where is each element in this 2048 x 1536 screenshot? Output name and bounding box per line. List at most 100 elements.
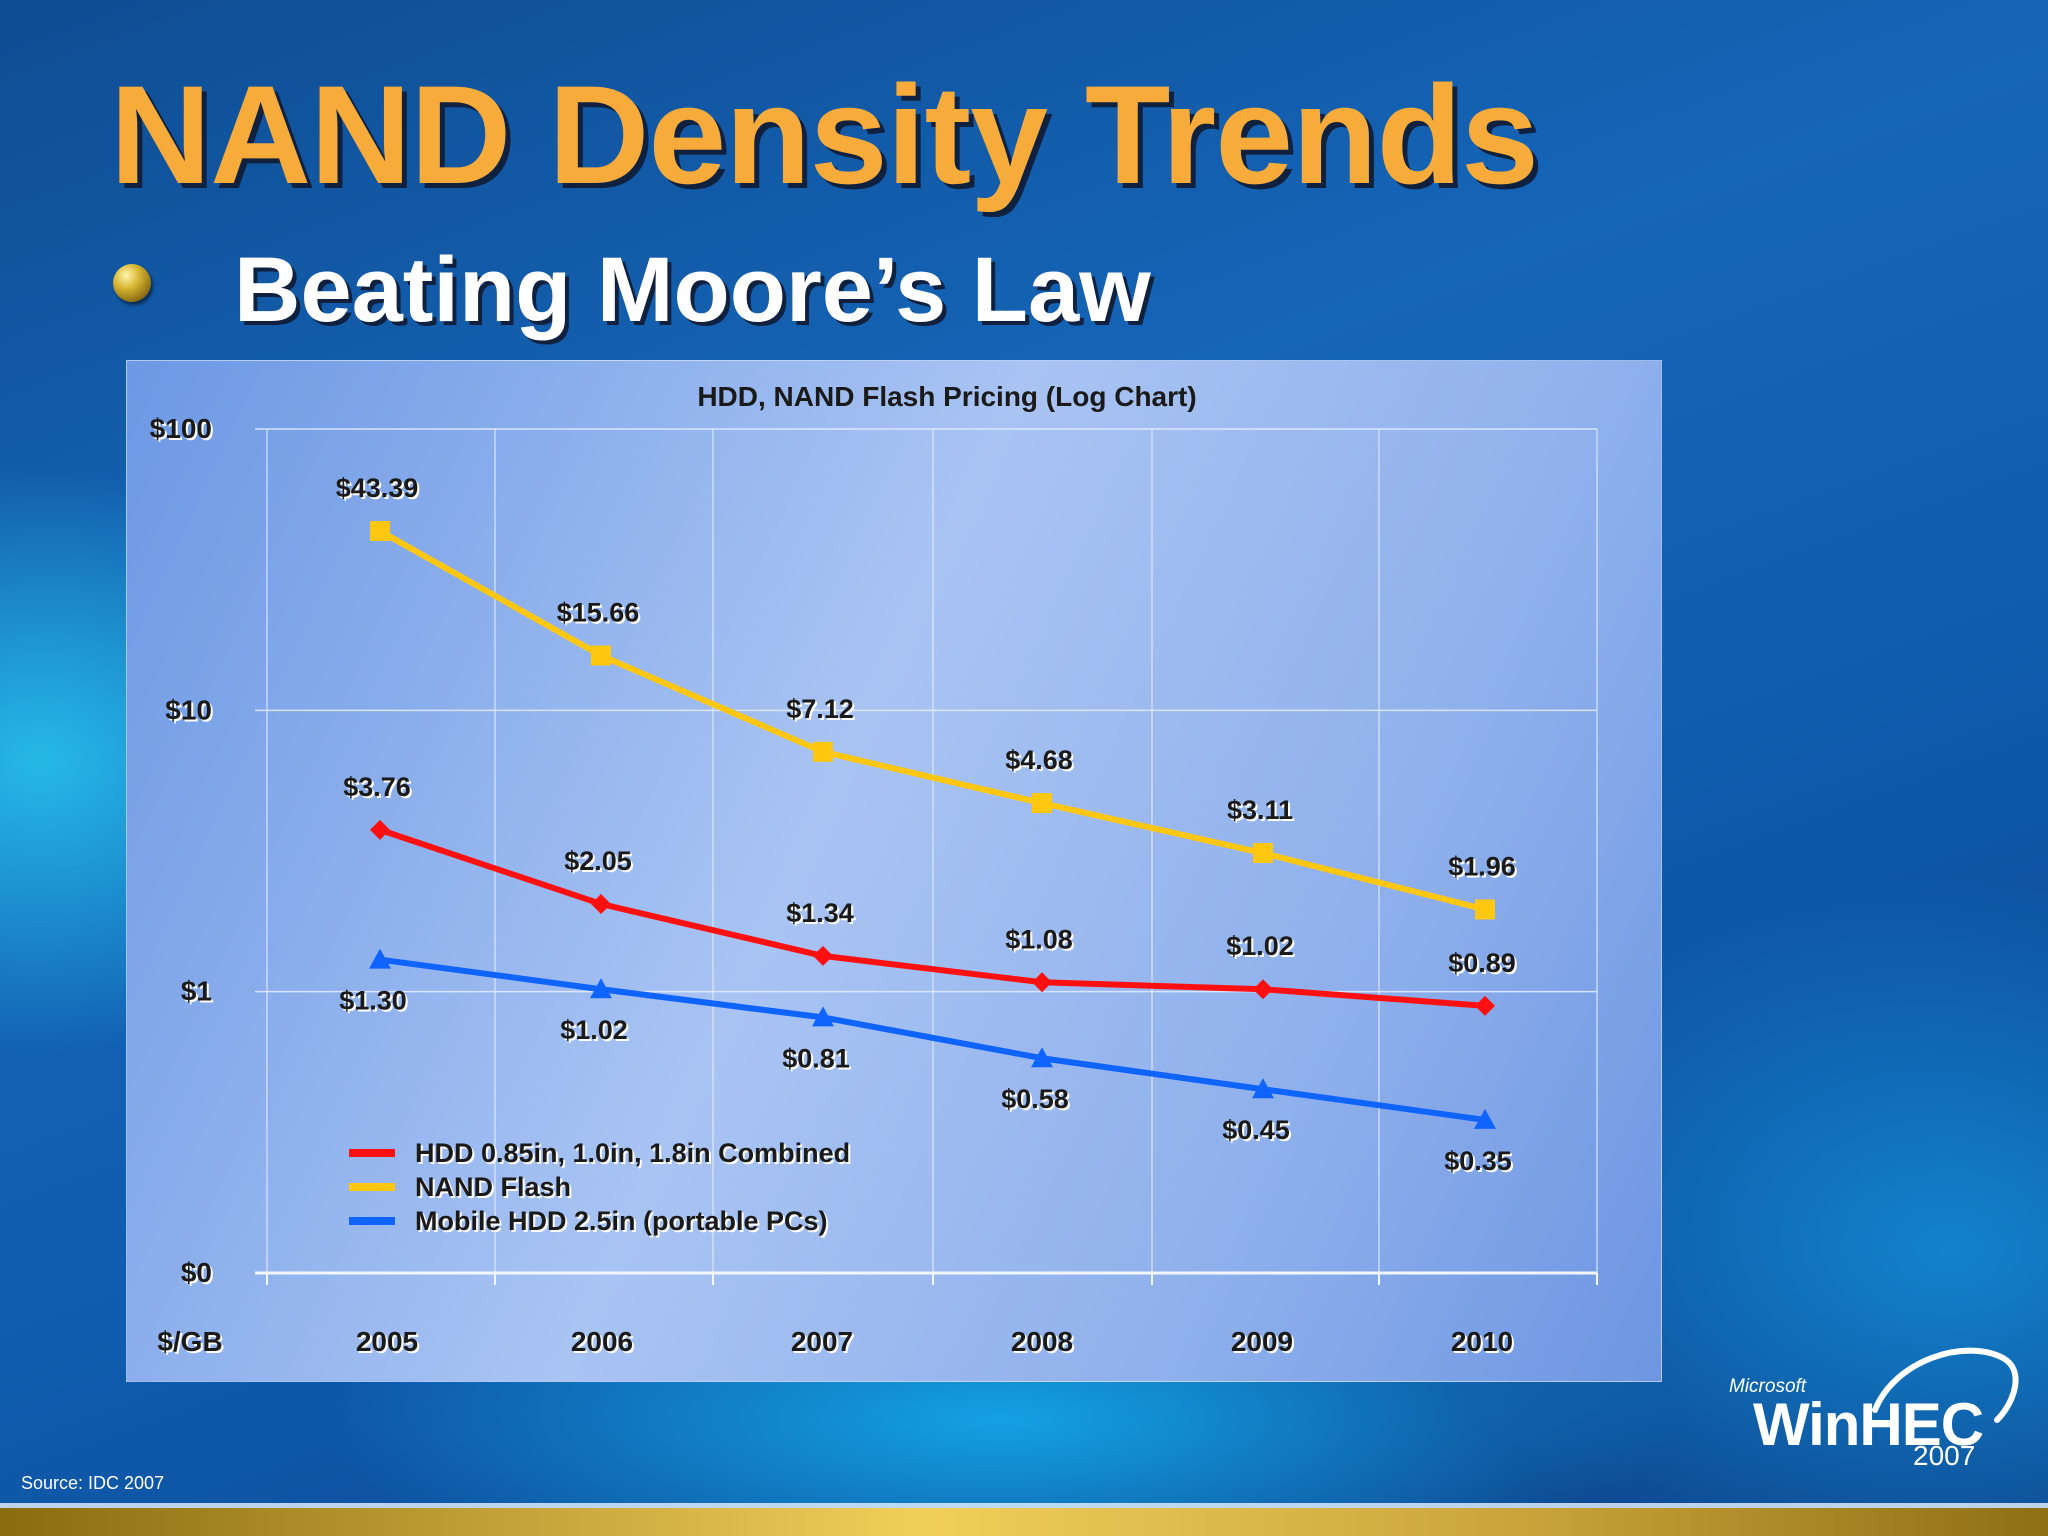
data-label-1-1-shadow: $15.66 (559, 600, 642, 630)
data-label-1-0-shadow: $43.39 (338, 475, 421, 505)
x-tick-label-2008-text: 2008 (1011, 1326, 1073, 1357)
data-label-0-3-text: $1.08 (1005, 924, 1073, 954)
x-tick-label-2006-shadow: 2006 (573, 1328, 635, 1359)
series-line-0 (379, 827, 1486, 1009)
point-triangle-2-4 (1252, 1078, 1274, 1099)
data-label-0-5-text: $0.89 (1448, 948, 1516, 978)
logo-swoosh-icon (1872, 1347, 2019, 1423)
data-label-0-2-text: $1.34 (786, 898, 854, 928)
data-label-0-0-shadow: $3.76 (345, 774, 413, 804)
data-label-1-3-shadow: $4.68 (1007, 747, 1075, 777)
logo-company: Microsoft (1729, 1376, 1807, 1397)
x-tick-label-2009-text: 2009 (1231, 1326, 1293, 1357)
logo-year: 2007 (1913, 1440, 1976, 1471)
x-tick-label-2005-shadow: 2005 (358, 1328, 420, 1359)
y-tick-label-2: $1$1 (181, 976, 214, 1009)
data-label-0-1-text: $2.05 (564, 846, 632, 876)
data-label-0-2: $1.34$1.34 (786, 898, 856, 930)
data-label-2-4-shadow: $0.45 (1224, 1117, 1292, 1147)
point-diamond-0-2 (813, 945, 833, 966)
chart-title: HDD, NAND Flash Pricing (Log Chart) (697, 381, 1196, 412)
slide-bullet-text: Beating Moore’s Law (234, 239, 1151, 341)
bullet-icon (113, 264, 151, 302)
y-tick-label-1: $10$10 (165, 694, 214, 727)
x-tick-label-2010-shadow: 2010 (1453, 1328, 1515, 1359)
point-diamond-0-1 (591, 893, 611, 914)
data-label-1-4-shadow: $3.11 (1229, 797, 1295, 827)
data-label-0-5-shadow: $0.89 (1450, 950, 1518, 980)
y-axis-label-text: $/GB (157, 1326, 222, 1357)
data-label-0-0-text: $3.76 (343, 772, 411, 802)
data-label-2-3-text: $0.58 (1001, 1084, 1069, 1114)
y-tick-label-0-text: $100 (150, 413, 212, 444)
source-note: Source: IDC 2007 (21, 1473, 165, 1493)
point-square-1-0 (370, 521, 390, 542)
series-2: $1.30$1.30 $1.02$1.02 $0.81$0.81 $0.58$0.58… (339, 948, 1514, 1178)
series-line-2 (379, 956, 1486, 1123)
data-label-2-5-text: $0.35 (1444, 1146, 1512, 1176)
chart-panel: HDD, NAND Flash Pricing (Log Chart) $43.… (126, 360, 1662, 1382)
data-label-2-3-shadow: $0.58 (1003, 1086, 1071, 1116)
x-tick-label-2009-shadow: 2009 (1233, 1328, 1295, 1359)
y-tick-label-3: $0$0 (181, 1257, 214, 1290)
data-label-1-1-text: $15.66 (557, 598, 640, 628)
data-label-1-2-text: $7.12 (786, 694, 854, 724)
data-label-2-5-shadow: $0.35 (1446, 1148, 1514, 1178)
series-1: $43.39$43.39$15.66$15.66$7.12$7.12$4.68$… (336, 473, 1518, 920)
y-tick-label-2-shadow: $1 (183, 978, 214, 1009)
x-tick-label-2007-shadow: 2007 (793, 1328, 855, 1359)
data-label-0-3-shadow: $1.08 (1007, 926, 1075, 956)
legend-entry-0-text: HDD 0.85in, 1.0in, 1.8in Combined (415, 1138, 850, 1168)
x-tick-label-2010-text: 2010 (1451, 1326, 1513, 1357)
pricing-chart: HDD, NAND Flash Pricing (Log Chart) $43.… (150, 381, 1598, 1359)
point-square-1-5 (1475, 899, 1495, 920)
data-label-1-5-text: $1.96 (1448, 851, 1516, 881)
point-triangle-2-1 (590, 978, 612, 999)
point-triangle-2-3 (1031, 1047, 1053, 1068)
legend-entry-2-text: Mobile HDD 2.5in (portable PCs) (415, 1206, 828, 1236)
data-label-2-4-text: $0.45 (1222, 1115, 1290, 1145)
data-label-2-1: $1.02$1.02 (560, 1015, 630, 1047)
point-square-1-1 (591, 645, 611, 666)
data-label-1-0: $43.39$43.39 (336, 473, 421, 505)
legend-entry-0-shadow: HDD 0.85in, 1.0in, 1.8in Combined (417, 1140, 852, 1170)
point-square-1-3 (1032, 793, 1052, 814)
data-label-1-3: $4.68$4.68 (1005, 745, 1075, 777)
point-diamond-0-5 (1475, 995, 1495, 1016)
data-label-1-1: $15.66$15.66 (557, 598, 642, 630)
data-label-2-0-text: $1.30 (339, 986, 407, 1016)
winhec-logo: Microsoft WinHEC 2007 (1725, 1340, 2025, 1475)
data-label-2-4: $0.45$0.45 (1222, 1115, 1292, 1147)
y-tick-label-0: $100$100 (150, 413, 214, 446)
data-label-0-3: $1.08$1.08 (1005, 924, 1075, 956)
y-axis-label: $/GB$/GB (157, 1326, 224, 1359)
logo-name: WinHEC (1753, 1391, 1984, 1458)
data-label-1-4-text: $3.11 (1227, 795, 1293, 825)
data-label-0-2-shadow: $1.34 (788, 900, 856, 930)
data-label-1-2-shadow: $7.12 (788, 696, 856, 726)
series-line-1 (378, 528, 1486, 913)
legend-entry-1-text: NAND Flash (415, 1172, 571, 1202)
point-diamond-0-4 (1253, 979, 1273, 1000)
y-tick-label-3-shadow: $0 (183, 1259, 214, 1290)
x-tick-label-2008-shadow: 2008 (1013, 1328, 1075, 1359)
point-triangle-2-5 (1474, 1108, 1496, 1129)
slide-title: NAND Density Trends (110, 56, 1539, 213)
data-label-0-1: $2.05$2.05 (564, 846, 634, 878)
y-tick-label-2-text: $1 (181, 976, 212, 1007)
data-label-0-4-shadow: $1.02 (1228, 933, 1296, 963)
x-tick-label-2006-text: 2006 (571, 1326, 633, 1357)
data-label-0-5: $0.89$0.89 (1448, 948, 1518, 980)
data-label-1-2: $7.12$7.12 (786, 694, 856, 726)
data-label-0-1-shadow: $2.05 (566, 848, 634, 878)
data-label-2-2: $0.81$0.81 (782, 1043, 852, 1075)
point-square-1-4 (1253, 843, 1273, 864)
data-label-1-0-text: $43.39 (336, 473, 419, 503)
data-label-2-0: $1.30$1.30 (339, 986, 409, 1018)
legend-entry-2: Mobile HDD 2.5in (portable PCs)Mobile HD… (415, 1206, 830, 1238)
